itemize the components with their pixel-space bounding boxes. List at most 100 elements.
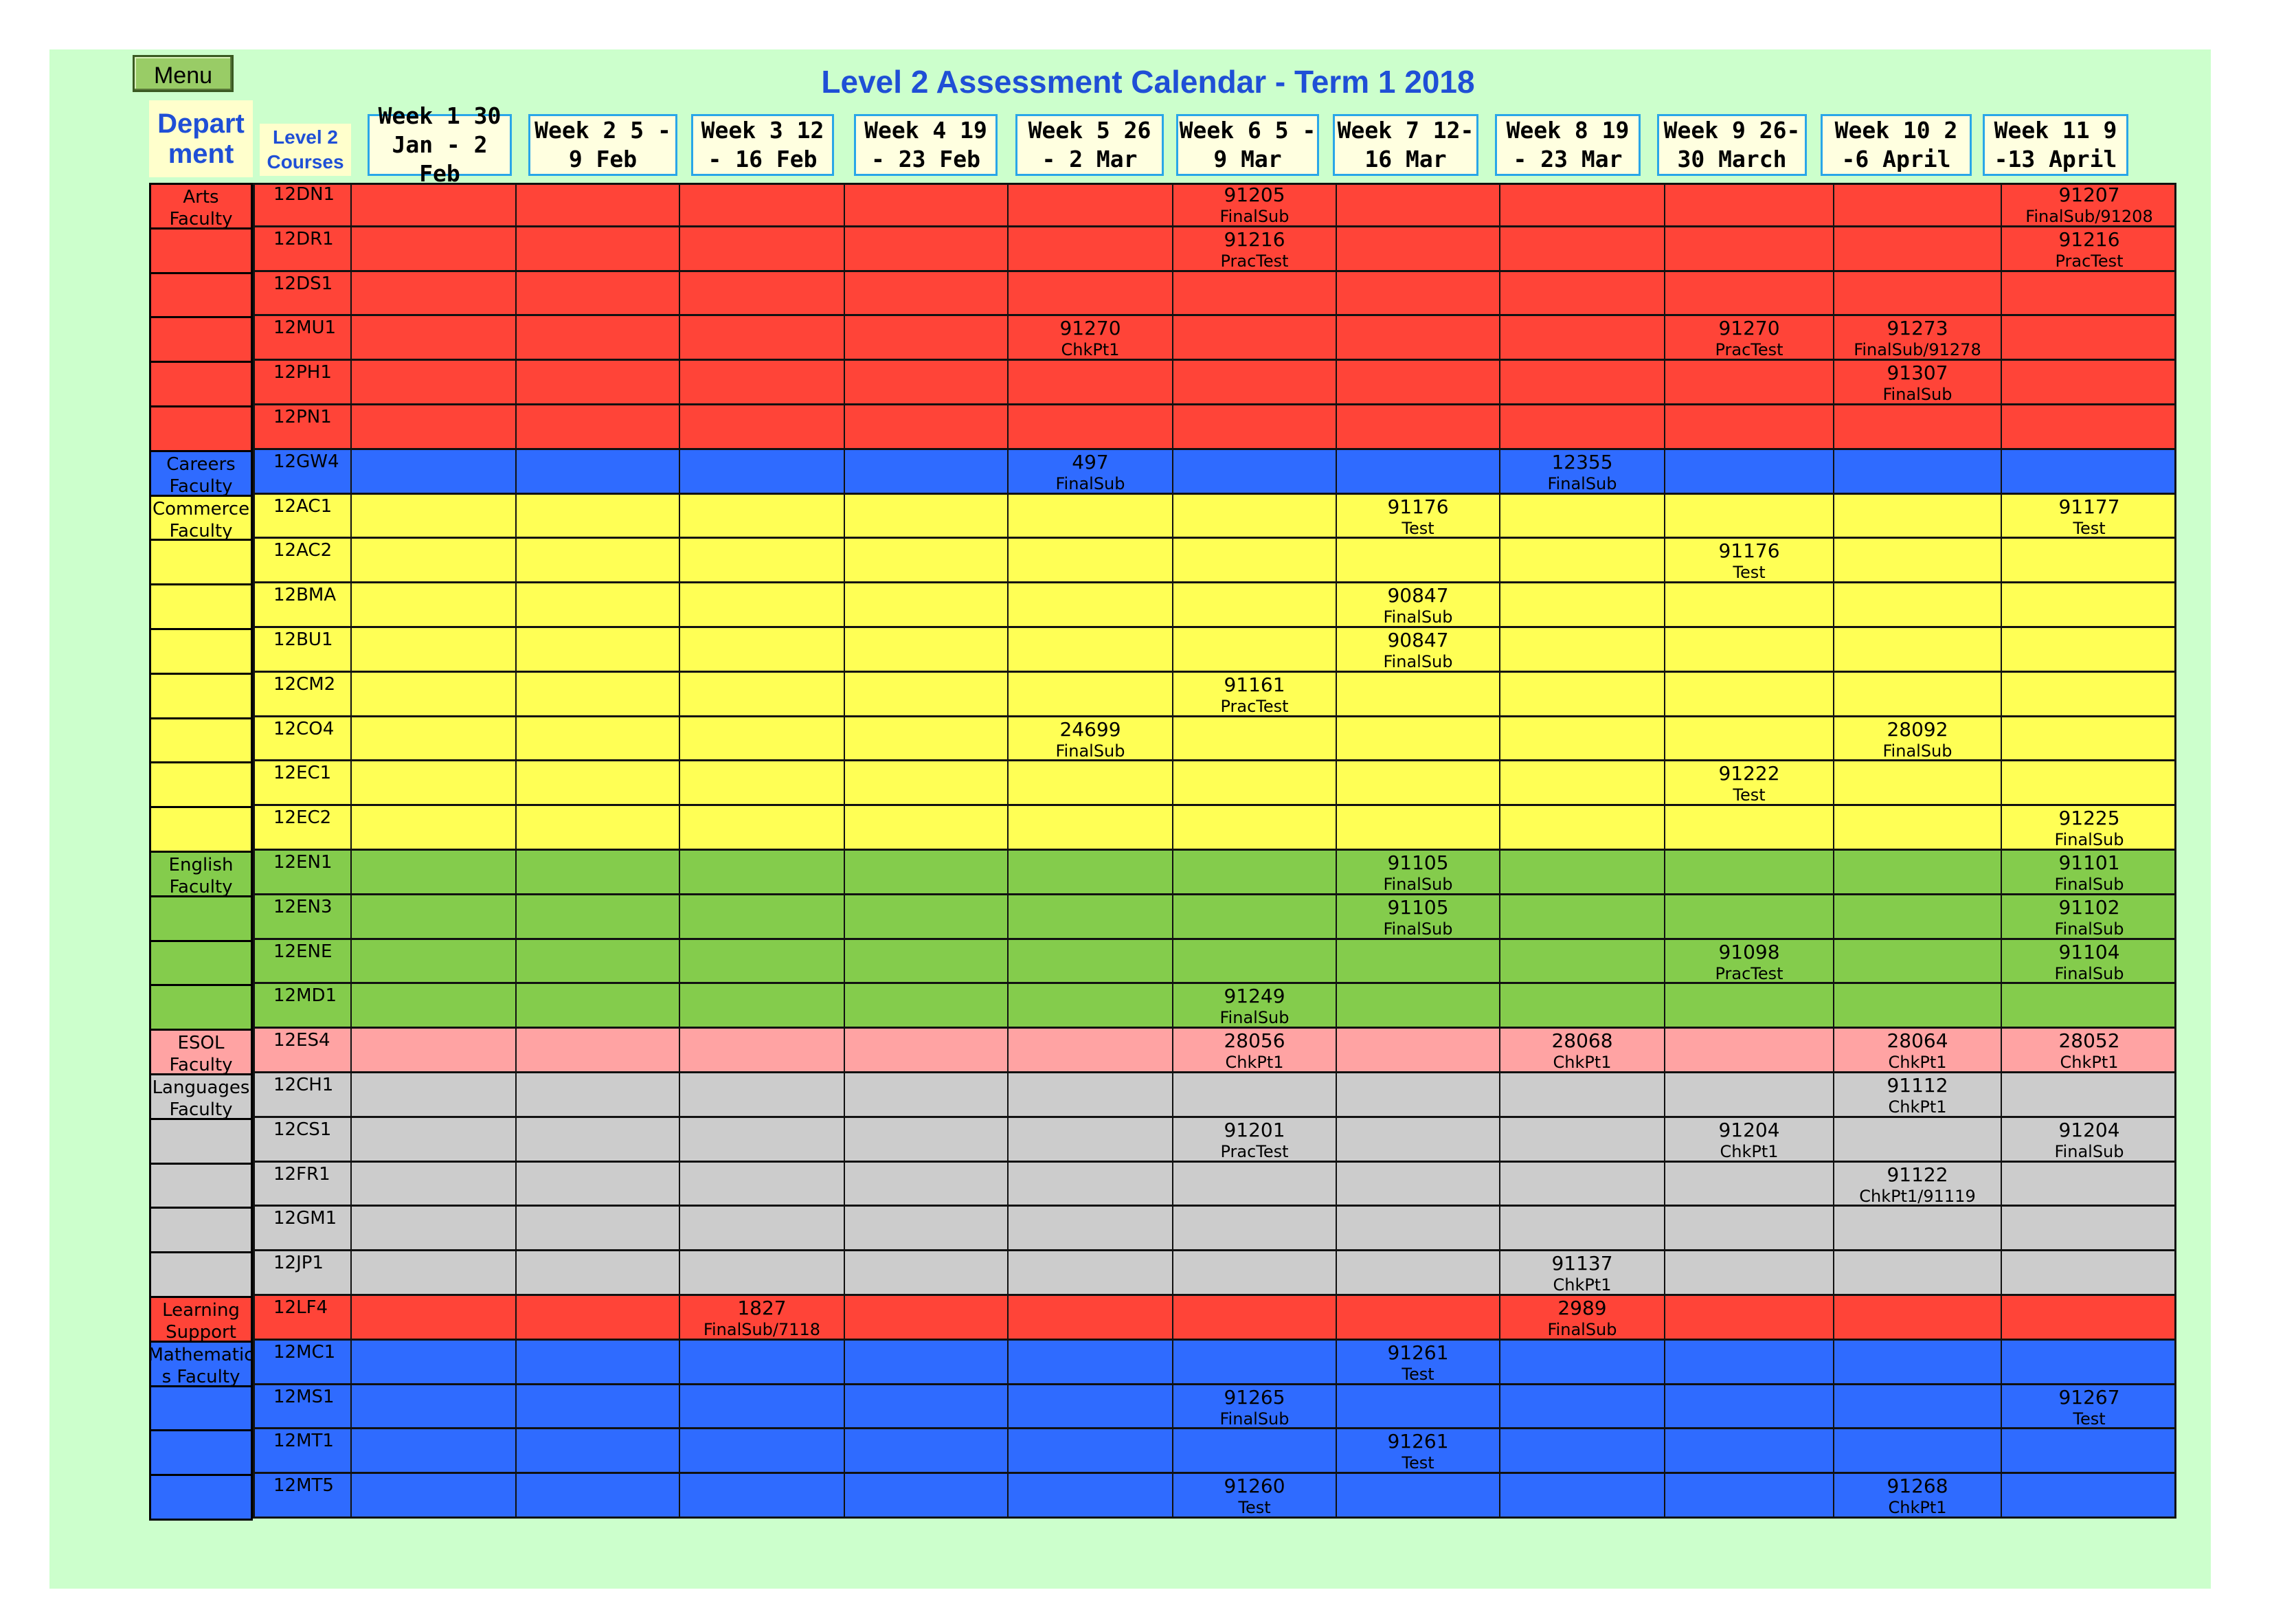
assessment-type: FinalSub <box>1882 741 1952 761</box>
course-row: 12DN1 91205 FinalSub 91207 FinalSub/91208 <box>253 183 2176 227</box>
week-header-5: Week 5 26 - 2 Mar <box>1015 114 1164 176</box>
course-code: 12GW4 <box>253 449 350 495</box>
assessment-type: FinalSub <box>1383 652 1453 671</box>
week-cell <box>350 183 515 227</box>
course-row: 12EN1 91105 FinalSub 91101 FinalSub <box>253 851 2176 895</box>
week-cell <box>1007 851 1172 895</box>
department-label: Commerce Faculty <box>149 494 253 541</box>
week-cell <box>1499 672 1664 717</box>
week-cell <box>350 227 515 272</box>
week-cell <box>1172 405 1336 450</box>
week-cell: 91204 FinalSub <box>2001 1117 2176 1163</box>
week-cell <box>1664 1474 1833 1519</box>
assessment-type: Test <box>1238 1498 1271 1518</box>
week-cell: 91201 PracTest <box>1172 1117 1336 1163</box>
assessment-type: PracTest <box>1220 696 1289 716</box>
assessment-standard: 91176 <box>1387 495 1449 518</box>
week-cell <box>1833 583 2001 628</box>
week-cell <box>679 405 844 450</box>
week-cell <box>679 583 844 628</box>
week-header-8: Week 8 19 - 23 Mar <box>1495 114 1641 176</box>
week-cell <box>679 1340 844 1385</box>
assessment-type: FinalSub <box>2054 963 2124 983</box>
week-cell: 91216 PracTest <box>2001 227 2176 272</box>
course-row: 12DS1 <box>253 271 2176 317</box>
week-cell <box>1833 984 2001 1029</box>
week-cell <box>679 1162 844 1207</box>
assessment-standard: 91204 <box>1718 1118 1780 1141</box>
week-cell <box>679 1117 844 1163</box>
department-label: Arts Faculty <box>149 183 253 230</box>
week-cell <box>350 1029 515 1073</box>
week-cell <box>1833 806 2001 851</box>
course-code: 12MT1 <box>253 1429 350 1475</box>
course-code: 12MD1 <box>253 984 350 1029</box>
week-cell <box>1172 939 1336 985</box>
assessment-type: ChkPt1 <box>1553 1053 1612 1073</box>
week-cell <box>515 449 679 495</box>
week-cell <box>1336 806 1499 851</box>
week-cell: 91265 FinalSub <box>1172 1385 1336 1430</box>
week-cell <box>679 316 844 361</box>
assessment-standard: 1827 <box>737 1297 787 1319</box>
week-cell <box>1007 1474 1172 1519</box>
assessment-standard: 91268 <box>1887 1475 1948 1498</box>
week-cell <box>1007 628 1172 673</box>
week-cell <box>1336 1296 1499 1341</box>
assessment-standard: 91137 <box>1551 1252 1613 1275</box>
week-cell <box>1499 583 1664 628</box>
week-cell <box>679 361 844 405</box>
assessment-type: FinalSub <box>1882 385 1952 405</box>
assessment-type: Test <box>1402 1364 1434 1384</box>
week-cell <box>1664 361 1833 405</box>
course-code: 12BMA <box>253 583 350 628</box>
assessment-type: FinalSub <box>2054 919 2124 939</box>
department-cell <box>149 405 253 452</box>
course-row: 12EN3 91105 FinalSub 91102 FinalSub <box>253 895 2176 940</box>
week-cell <box>1172 449 1336 495</box>
week-cell <box>679 1207 844 1252</box>
week-cell <box>1499 361 1664 405</box>
course-code: 12CO4 <box>253 717 350 762</box>
week-cell <box>1336 183 1499 227</box>
week-cell <box>844 761 1007 807</box>
course-row: 12BMA 90847 FinalSub <box>253 583 2176 628</box>
week-cell <box>1499 494 1664 539</box>
week-cell <box>679 1073 844 1118</box>
week-cell <box>1336 1385 1499 1430</box>
course-row: 12GW4 497 FinalSub 12355 FinalSub <box>253 449 2176 495</box>
department-cell <box>149 672 253 719</box>
assessment-standard: 91204 <box>2058 1118 2120 1141</box>
course-code: 12BU1 <box>253 628 350 673</box>
assessment-type: Test <box>2073 1409 2106 1429</box>
assessment-standard: 28092 <box>1887 717 1948 741</box>
week-cell <box>515 1296 679 1341</box>
week-cell: 91261 Test <box>1336 1340 1499 1385</box>
week-cell <box>679 227 844 272</box>
menu-button[interactable]: Menu <box>133 55 234 92</box>
week-cell: 91105 FinalSub <box>1336 851 1499 895</box>
week-cell <box>1664 717 1833 762</box>
week-cell <box>844 1073 1007 1118</box>
week-header-4: Week 4 19 - 23 Feb <box>854 114 998 176</box>
week-cell <box>1336 717 1499 762</box>
week-cell <box>1172 1207 1336 1252</box>
assessment-standard: 24699 <box>1059 717 1121 741</box>
week-cell <box>679 539 844 584</box>
assessment-type: Test <box>1733 785 1766 805</box>
week-cell <box>1007 939 1172 985</box>
assessment-standard: 91161 <box>1224 673 1285 696</box>
week-cell: 91267 Test <box>2001 1385 2176 1430</box>
week-cell <box>1336 939 1499 985</box>
assessment-standard: 91307 <box>1887 361 1948 385</box>
week-cell <box>1007 761 1172 807</box>
week-cell <box>1172 628 1336 673</box>
week-cell <box>844 806 1007 851</box>
week-cell <box>515 1385 679 1430</box>
department-cell <box>149 1251 253 1298</box>
course-row: 12CS1 91201 PracTest 91204 ChkPt1 91204 FinalS… <box>253 1117 2176 1163</box>
department-cell <box>149 1385 253 1432</box>
week-cell <box>1833 183 2001 227</box>
week-cell <box>1007 895 1172 940</box>
course-code: 12MU1 <box>253 316 350 361</box>
